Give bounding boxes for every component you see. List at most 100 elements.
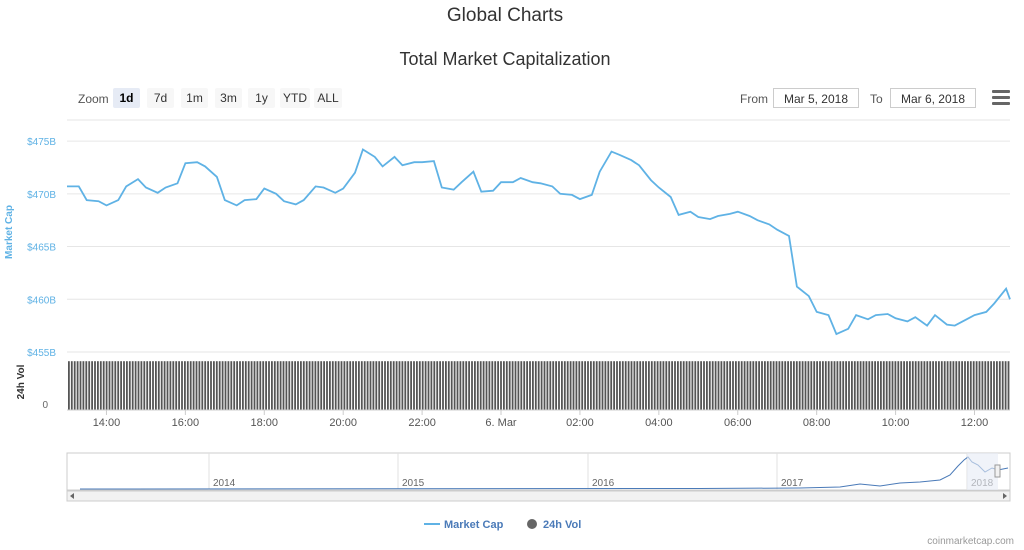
zoom-3m-button[interactable]: 3m	[215, 88, 242, 108]
volume-bar	[607, 361, 610, 410]
volume-bar	[189, 361, 192, 410]
volume-bar	[186, 361, 189, 410]
volume-bar	[381, 361, 383, 410]
hamburger-menu-icon[interactable]	[992, 90, 1010, 106]
market-cap-line	[67, 148, 1011, 336]
volume-bar	[566, 361, 569, 410]
volume-bar	[137, 361, 140, 410]
volume-bar	[743, 361, 746, 410]
volume-bar	[595, 361, 598, 410]
volume-bar	[305, 361, 308, 410]
volume-bar	[421, 361, 424, 410]
navigator-selection[interactable]	[967, 453, 998, 490]
volume-bar	[555, 361, 557, 410]
volume-bar	[482, 361, 485, 410]
volume-bar	[407, 361, 410, 410]
zoom-1m-button[interactable]: 1m	[181, 88, 208, 108]
volume-bar	[543, 361, 546, 410]
volume-bar	[99, 361, 102, 410]
volume-bar	[952, 361, 955, 410]
y-tick-label: $460B	[27, 295, 56, 306]
volume-bar	[662, 361, 665, 410]
volume-bar	[784, 361, 787, 410]
volume-bar	[329, 361, 331, 410]
volume-bar	[711, 361, 714, 410]
volume-bar	[268, 361, 270, 410]
navigator-scrollbar[interactable]	[66, 490, 1011, 502]
volume-bar	[598, 361, 601, 410]
volume-bar	[856, 361, 859, 410]
volume-bar	[143, 361, 146, 410]
volume-bar	[201, 361, 204, 410]
volume-bar	[853, 361, 856, 410]
volume-bar	[503, 361, 505, 410]
volume-bar	[627, 361, 630, 410]
volume-bar	[630, 361, 633, 410]
volume-bar	[787, 361, 789, 410]
volume-bar	[552, 361, 555, 410]
volume-bar	[476, 361, 479, 410]
zoom-1y-button[interactable]: 1y	[248, 88, 275, 108]
volume-bar	[732, 361, 734, 410]
volume-bar	[511, 361, 514, 410]
volume-bar	[581, 361, 584, 410]
volume-bar	[126, 361, 128, 410]
volume-bar	[427, 361, 430, 410]
volume-bar	[969, 361, 972, 410]
zoom-all-button[interactable]: ALL	[314, 88, 342, 108]
volume-bar	[372, 361, 375, 410]
volume-bar	[334, 361, 337, 410]
volume-bar	[294, 361, 296, 410]
volume-bar	[691, 361, 694, 410]
volume-bar	[474, 361, 476, 410]
volume-bar	[323, 361, 325, 410]
volume-bar	[456, 361, 459, 410]
volume-bar	[621, 361, 624, 410]
volume-bar	[816, 361, 818, 410]
zoom-1d-button[interactable]: 1d	[113, 88, 140, 108]
volume-bar	[619, 361, 621, 410]
volume-bar	[877, 361, 879, 410]
volume-bar	[836, 361, 839, 410]
volume-bar	[807, 361, 810, 410]
volume-bar	[752, 361, 755, 410]
to-date-input[interactable]: Mar 6, 2018	[890, 88, 976, 108]
volume-bar	[76, 361, 79, 410]
volume-bar	[517, 361, 520, 410]
volume-bar	[221, 361, 224, 410]
volume-bar	[117, 361, 120, 410]
zoom-ytd-button[interactable]: YTD	[280, 88, 310, 108]
volume-bar	[395, 361, 398, 410]
from-date-input[interactable]: Mar 5, 2018	[773, 88, 859, 108]
footer-credit: coinmarketcap.com	[927, 536, 1014, 547]
volume-bar	[497, 361, 499, 410]
x-tick-label: 12:00	[961, 417, 989, 429]
volume-bar	[505, 361, 508, 410]
volume-bar	[616, 361, 618, 410]
zoom-7d-button[interactable]: 7d	[147, 88, 174, 108]
scroll-right-icon[interactable]	[1003, 493, 1007, 499]
volume-bar	[326, 361, 328, 410]
volume-bar	[120, 361, 122, 410]
volume-bar	[192, 361, 195, 410]
navigator-handle[interactable]	[994, 464, 1001, 478]
volume-bar	[297, 361, 299, 410]
volume-bar	[935, 361, 937, 410]
legend-volume-label[interactable]: 24h Vol	[543, 519, 581, 531]
volume-bar	[360, 361, 363, 410]
volume-bar	[822, 361, 824, 410]
volume-bar	[91, 361, 93, 410]
volume-bar	[880, 361, 882, 410]
volume-bar	[282, 361, 285, 410]
volume-bar	[418, 361, 421, 410]
volume-bar	[955, 361, 958, 410]
volume-bar	[659, 361, 662, 410]
volume-bar	[848, 361, 850, 410]
legend-market-cap-label[interactable]: Market Cap	[444, 519, 504, 531]
x-tick-label: 18:00	[251, 417, 279, 429]
scroll-left-icon[interactable]	[70, 493, 74, 499]
volume-bar	[160, 361, 163, 410]
volume-bar	[729, 361, 731, 410]
volume-bar	[224, 361, 227, 410]
volume-bar	[735, 361, 737, 410]
